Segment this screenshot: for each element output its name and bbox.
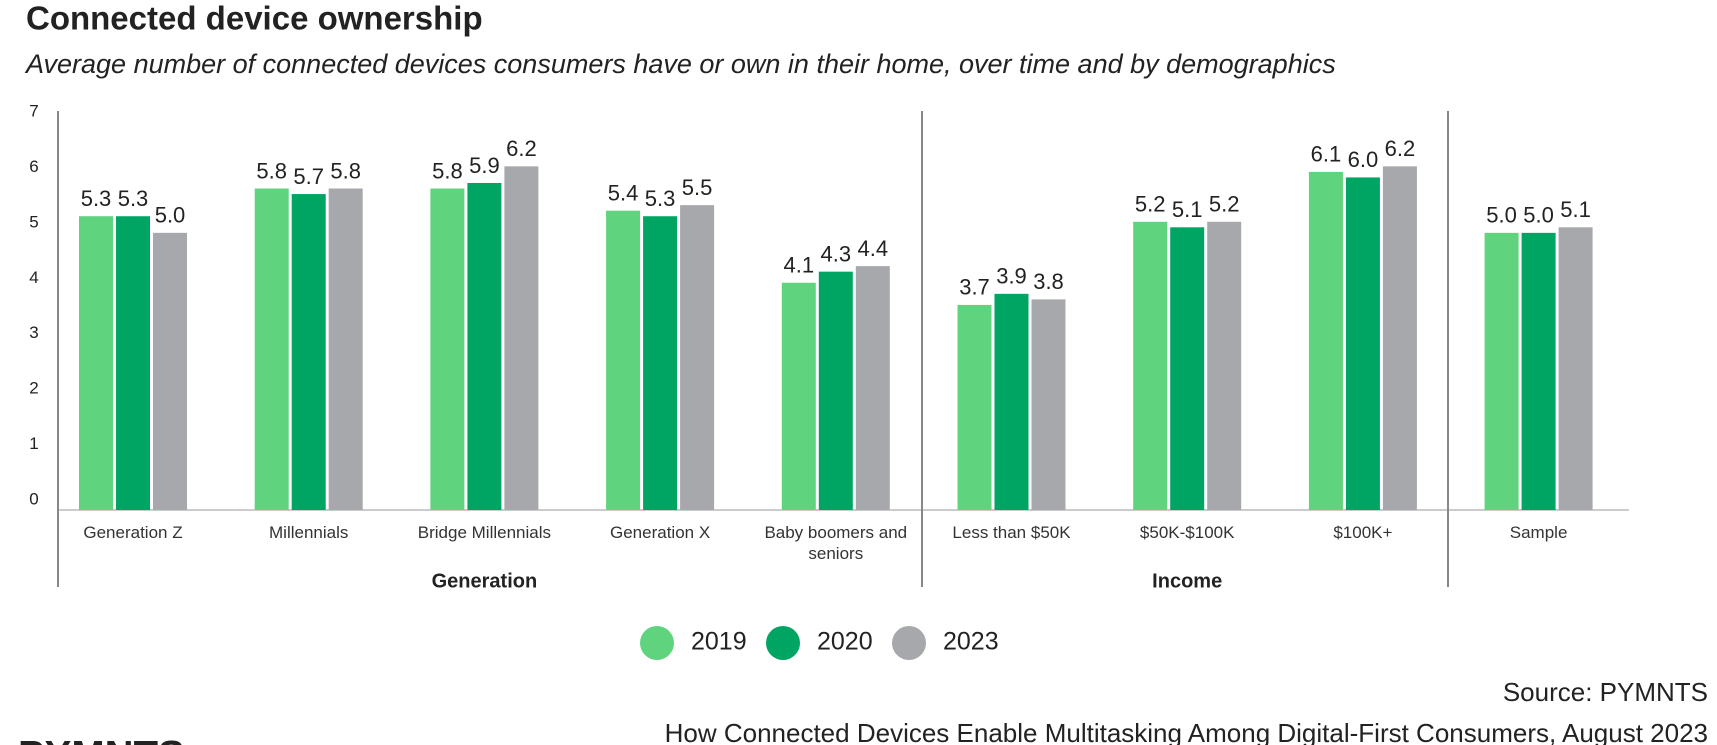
value-label: 5.2 [1135, 192, 1166, 217]
x-tick-label: Generation X [610, 523, 711, 542]
bar [430, 188, 465, 510]
legend-label: 2019 [691, 628, 747, 656]
bar [328, 188, 363, 510]
value-label: 3.9 [996, 264, 1027, 289]
value-label: 5.3 [118, 186, 149, 211]
value-label: 5.8 [432, 158, 463, 183]
chart-title: Connected device ownership [26, 0, 483, 37]
y-tick-label: 7 [29, 101, 38, 120]
value-label: 5.0 [1486, 203, 1517, 228]
bar [153, 232, 187, 510]
bar [994, 293, 1029, 510]
chart-subtitle: Average number of connected devices cons… [24, 49, 1336, 79]
source: Source: PYMNTS [1503, 677, 1708, 707]
value-label: 5.7 [293, 164, 324, 189]
x-tick-label: Sample [1509, 523, 1568, 542]
value-label: 5.1 [1560, 197, 1591, 222]
x-tick-label: Millennials [269, 523, 349, 542]
legend-swatch [640, 626, 674, 660]
value-label: 5.4 [608, 180, 639, 205]
bar [1170, 227, 1205, 511]
value-label: 6.0 [1348, 147, 1379, 172]
value-label: 6.2 [1385, 136, 1416, 161]
group-label: Generation [432, 570, 538, 592]
bar [818, 271, 853, 510]
x-tick-label: Bridge Millennials [417, 523, 551, 542]
value-label: 4.3 [821, 241, 852, 266]
value-label: 5.9 [469, 153, 500, 178]
value-label: 5.0 [155, 203, 186, 228]
bar [467, 182, 502, 510]
bar [1484, 232, 1519, 510]
x-tick-label: Generation Z [83, 523, 183, 542]
bar [781, 282, 816, 510]
bar [680, 205, 715, 510]
value-label: 5.8 [330, 158, 361, 183]
value-label: 6.2 [506, 136, 537, 161]
bar [1308, 171, 1343, 510]
value-label: 5.3 [645, 186, 676, 211]
bar [254, 188, 289, 510]
legend-label: 2020 [817, 628, 873, 656]
bar [1558, 227, 1593, 511]
bar [1133, 221, 1168, 510]
value-label: 3.8 [1033, 269, 1064, 294]
value-label: 5.3 [81, 186, 112, 211]
y-tick-label: 3 [29, 323, 38, 342]
report: How Connected Devices Enable Multitaskin… [665, 718, 1708, 745]
value-label: 4.1 [784, 253, 815, 278]
bar [957, 304, 992, 510]
bar [1382, 166, 1417, 511]
value-label: 4.4 [858, 236, 889, 261]
value-label: 3.7 [959, 275, 990, 300]
bar [1521, 232, 1556, 510]
value-label: 5.5 [682, 175, 713, 200]
bar [1031, 299, 1066, 510]
value-label: 5.8 [256, 158, 287, 183]
group-label: Income [1152, 570, 1222, 592]
bar [855, 266, 890, 510]
y-tick-label: 6 [29, 157, 38, 176]
value-label: 6.1 [1311, 142, 1342, 167]
bar [116, 216, 150, 510]
bar [606, 210, 641, 510]
x-tick-label: Less than $50K [952, 523, 1071, 542]
value-label: 5.0 [1523, 203, 1554, 228]
bar [504, 166, 539, 511]
legend-label: 2023 [943, 628, 999, 656]
legend-swatch [766, 626, 800, 660]
bar [79, 216, 113, 510]
x-tick-label: $100K+ [1333, 523, 1393, 542]
bar [1345, 177, 1380, 510]
y-tick-label: 4 [29, 268, 38, 287]
value-label: 5.1 [1172, 197, 1203, 222]
bar [643, 216, 678, 510]
logo: PYMNTS [18, 734, 185, 745]
y-tick-label: 0 [29, 489, 38, 508]
y-tick-label: 1 [29, 434, 38, 453]
bar [291, 194, 326, 511]
x-tick-label: $50K-$100K [1139, 523, 1235, 542]
legend-swatch [892, 626, 926, 660]
y-tick-label: 5 [29, 212, 38, 231]
value-label: 5.2 [1209, 192, 1240, 217]
y-tick-label: 2 [29, 379, 38, 398]
bar [1207, 221, 1242, 510]
x-tick-label: Baby boomers and seniors [764, 523, 908, 563]
